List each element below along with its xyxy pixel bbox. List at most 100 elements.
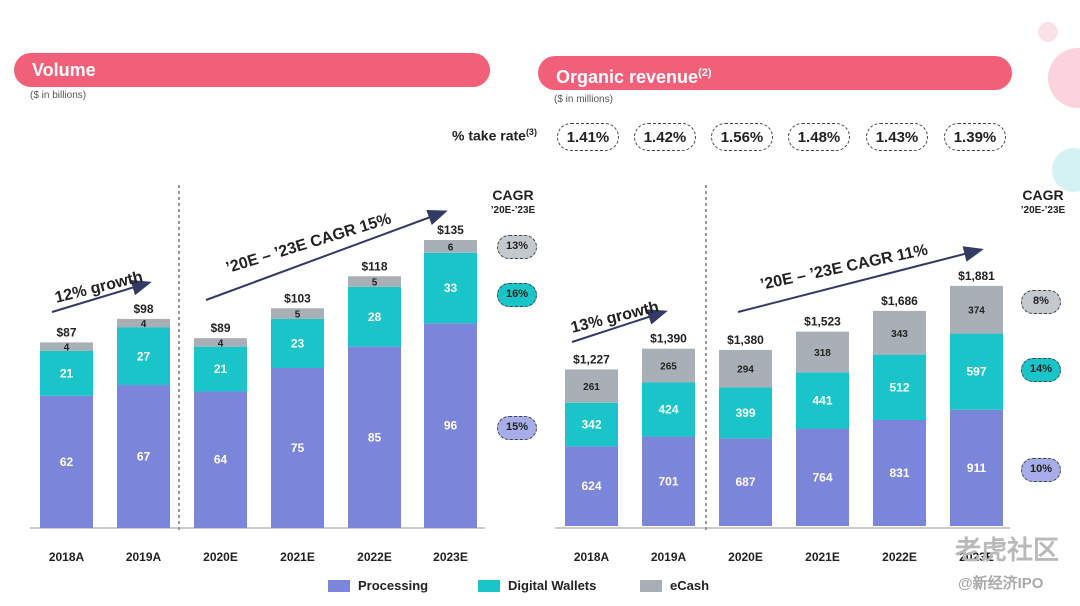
data-label: 911 bbox=[967, 461, 987, 475]
data-label: 96 bbox=[444, 419, 458, 433]
legend-label: Digital Wallets bbox=[508, 578, 597, 593]
bar-segment bbox=[424, 323, 477, 528]
total-label: $1,523 bbox=[804, 315, 841, 329]
total-label: $1,380 bbox=[727, 333, 764, 347]
revenue-title-footnote: (2) bbox=[698, 67, 712, 79]
revenue-cagr-title: CAGR bbox=[1022, 187, 1064, 203]
data-label: 64 bbox=[214, 453, 228, 467]
legend-wallets: Digital Wallets bbox=[478, 578, 596, 593]
bar-segment bbox=[565, 446, 618, 526]
take-rate-value: 1.41% bbox=[557, 123, 619, 151]
total-label: $89 bbox=[210, 321, 230, 335]
bar-segment bbox=[796, 331, 849, 373]
bar-segment bbox=[348, 286, 401, 347]
total-label: $1,390 bbox=[650, 332, 687, 346]
bar-segment bbox=[194, 391, 247, 528]
total-label: $103 bbox=[284, 291, 311, 305]
category-label: 2023E bbox=[433, 550, 468, 564]
category-label: 2020E bbox=[728, 550, 763, 564]
total-label: $118 bbox=[361, 259, 387, 273]
total-label: $1,881 bbox=[958, 269, 995, 283]
volume-unit: ($ in billions) bbox=[30, 90, 87, 101]
bar-segment bbox=[565, 402, 618, 447]
volume-cagr-title: CAGR bbox=[492, 187, 534, 203]
total-label: $87 bbox=[56, 325, 76, 339]
total-label: $98 bbox=[133, 302, 153, 316]
category-label: 2018A bbox=[574, 550, 610, 564]
bar-segment bbox=[950, 409, 1003, 526]
revenue-cagr-wallets: 14% bbox=[1021, 358, 1061, 382]
growth-arrow bbox=[737, 246, 984, 313]
growth-annotation: 12% growth bbox=[53, 269, 144, 307]
total-label: $1,227 bbox=[573, 352, 610, 366]
data-label: 4 bbox=[141, 319, 147, 330]
bar-segment bbox=[117, 327, 170, 386]
bar-segment bbox=[40, 342, 93, 351]
decorative-circle bbox=[1052, 148, 1080, 192]
take-rate-label: % take rate(3) bbox=[452, 127, 537, 144]
revenue-cagr-sub: ’20E-’23E bbox=[1020, 205, 1066, 216]
bar-segment bbox=[950, 333, 1003, 410]
legend-swatch bbox=[478, 579, 500, 592]
data-label: 5 bbox=[372, 278, 378, 289]
bar-segment bbox=[40, 350, 93, 396]
legend-swatch bbox=[640, 579, 662, 592]
bar-segment bbox=[117, 318, 170, 328]
data-label: 687 bbox=[735, 475, 755, 489]
take-rate-value: 1.42% bbox=[634, 123, 696, 151]
bar-segment bbox=[271, 308, 324, 319]
legend-swatch bbox=[328, 579, 350, 592]
bar-segment bbox=[117, 385, 170, 528]
watermark-handle: @新经济IPO bbox=[958, 575, 1044, 592]
category-label: 2021E bbox=[805, 550, 840, 564]
category-label: 2020E bbox=[203, 550, 238, 564]
bar-segment bbox=[719, 387, 772, 439]
growth-arrow bbox=[205, 210, 448, 301]
data-label: 4 bbox=[64, 343, 70, 354]
legend-ecash: eCash bbox=[640, 578, 709, 593]
data-label: 6 bbox=[448, 242, 454, 253]
data-label: 21 bbox=[214, 362, 228, 376]
bar-segment bbox=[796, 428, 849, 526]
volume-cagr-ecash: 13% bbox=[497, 235, 537, 259]
category-label: 2023E bbox=[959, 550, 994, 564]
bar-segment bbox=[642, 348, 695, 383]
data-label: 624 bbox=[581, 479, 601, 493]
revenue-cagr-ecash: 8% bbox=[1021, 290, 1061, 314]
bar-segment bbox=[796, 372, 849, 429]
category-label: 2022E bbox=[882, 550, 917, 564]
data-label: 701 bbox=[658, 474, 678, 488]
legend-label: eCash bbox=[670, 578, 710, 593]
bar-segment bbox=[719, 438, 772, 526]
growth-arrow bbox=[51, 279, 152, 313]
category-label: 2021E bbox=[280, 550, 315, 564]
volume-header: Volume bbox=[14, 53, 490, 87]
watermark-text: 老虎社区 bbox=[955, 535, 1060, 565]
data-label: 374 bbox=[968, 306, 985, 317]
bar-segment bbox=[950, 285, 1003, 334]
data-label: 424 bbox=[658, 403, 678, 417]
bar-segment bbox=[424, 240, 477, 253]
data-label: 4 bbox=[218, 338, 224, 349]
data-label: 597 bbox=[966, 365, 986, 379]
growth-annotation: 13% growth bbox=[569, 299, 660, 337]
bar-segment bbox=[873, 310, 926, 355]
bar-segment bbox=[642, 382, 695, 437]
data-label: 441 bbox=[812, 393, 832, 407]
legend-processing: Processing bbox=[328, 578, 428, 593]
data-label: 343 bbox=[891, 329, 908, 340]
take-rate-value: 1.48% bbox=[788, 123, 850, 151]
category-label: 2018A bbox=[49, 550, 85, 564]
data-label: 399 bbox=[735, 406, 755, 420]
data-label: 261 bbox=[583, 382, 600, 393]
revenue-title: Organic revenue bbox=[556, 67, 699, 87]
data-label: 5 bbox=[295, 310, 301, 321]
bar-segment bbox=[719, 349, 772, 388]
data-label: 265 bbox=[660, 362, 677, 373]
volume-cagr-sub: ’20E-’23E bbox=[490, 205, 536, 216]
category-label: 2019A bbox=[651, 550, 687, 564]
bar-segment bbox=[873, 354, 926, 420]
data-label: 21 bbox=[60, 366, 74, 380]
growth-arrow bbox=[571, 309, 668, 343]
